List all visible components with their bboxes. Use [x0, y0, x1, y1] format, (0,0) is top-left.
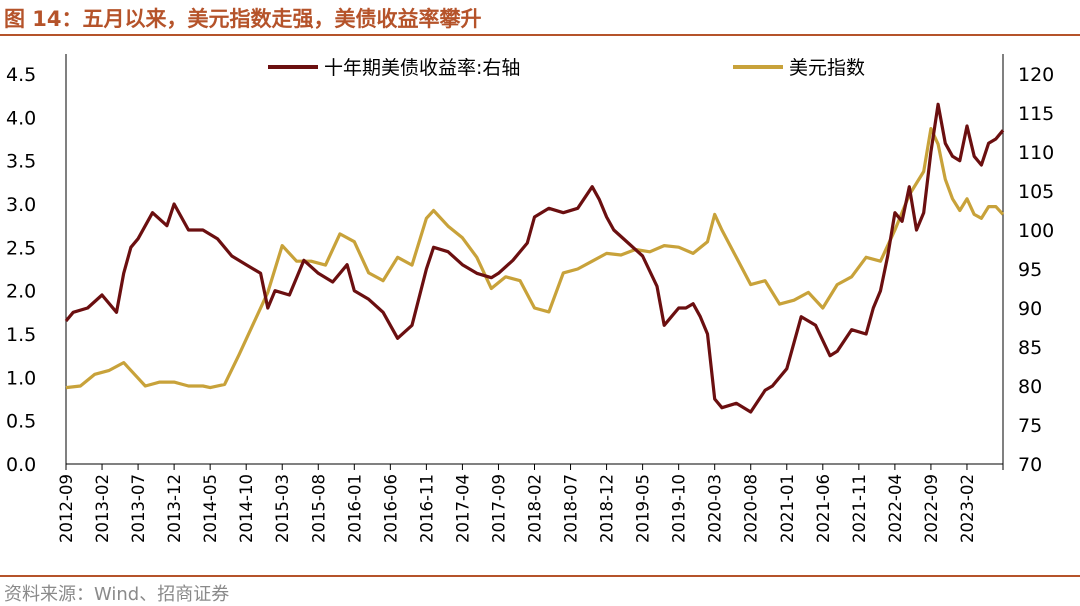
- left-tick-label: 2.0: [6, 281, 36, 303]
- x-tick-label: 2023-02: [958, 474, 977, 543]
- legend-label: 十年期美债收益率:右轴: [324, 57, 520, 79]
- x-tick-label: 2019-10: [670, 474, 689, 543]
- x-tick-label: 2017-09: [489, 474, 508, 543]
- x-tick-label: 2022-09: [922, 474, 941, 543]
- title-rule: [0, 34, 1080, 36]
- x-tick-label: 2021-06: [814, 474, 833, 543]
- x-tick-label: 2021-01: [778, 474, 797, 543]
- chart-axes: [65, 54, 1004, 465]
- right-tick-label: 115: [1018, 103, 1054, 125]
- legend-label: 美元指数: [789, 57, 865, 79]
- dollar-index-line: [65, 126, 1005, 390]
- left-tick-label: 0.5: [6, 411, 36, 433]
- x-tick-label: 2016-01: [345, 474, 364, 543]
- x-tick-label: 2018-02: [526, 474, 545, 543]
- right-tick-label: 85: [1018, 337, 1042, 359]
- right-tick-label: 80: [1018, 376, 1042, 398]
- treasury-yield-line: [64, 102, 1005, 414]
- x-tick-label: 2020-08: [742, 474, 761, 543]
- right-tick-label: 105: [1018, 181, 1054, 203]
- x-tick-label: 2014-05: [201, 474, 220, 543]
- left-tick-label: 1.0: [6, 367, 36, 389]
- chart-title: 图 14：五月以来，美元指数走强，美债收益率攀升: [4, 7, 482, 31]
- left-tick-label: 3.5: [6, 151, 36, 173]
- x-tick-label: 2012-09: [57, 474, 76, 543]
- x-tick-label: 2018-07: [562, 474, 581, 543]
- right-tick-label: 95: [1018, 259, 1042, 281]
- right-tick-label: 70: [1018, 454, 1042, 476]
- left-tick-label: 2.5: [6, 237, 36, 259]
- x-tick-label: 2013-12: [165, 474, 184, 543]
- x-tick-label: 2016-11: [417, 474, 436, 543]
- x-tick-label: 2018-12: [598, 474, 617, 543]
- x-tick-label: 2013-07: [129, 474, 148, 543]
- source-note: 资料来源：Wind、招商证券: [4, 584, 230, 605]
- footer-rule: [0, 575, 1080, 577]
- right-tick-label: 100: [1018, 220, 1054, 242]
- left-tick-label: 4.5: [6, 64, 36, 86]
- title-bar: 图 14：五月以来，美元指数走强，美债收益率攀升: [0, 0, 1080, 36]
- left-tick-label: 0.0: [6, 454, 36, 476]
- x-tick-label: 2014-10: [237, 474, 256, 543]
- right-tick-label: 90: [1018, 298, 1042, 320]
- left-tick-label: 4.0: [6, 107, 36, 129]
- left-axis-ticks: 0.0 0.5 1.0 1.5 2.0 2.5 3.0 3.5 4.0 4.5: [6, 64, 36, 476]
- right-axis-ticks: 70 75 80 85 90 95 100 105 110 115 120: [1018, 64, 1054, 476]
- left-tick-label: 3.0: [6, 194, 36, 216]
- x-tick-label: 2015-08: [309, 474, 328, 543]
- right-tick-label: 120: [1018, 64, 1054, 86]
- left-tick-label: 1.5: [6, 324, 36, 346]
- x-tick-label: 2015-03: [273, 474, 292, 543]
- right-tick-label: 75: [1018, 415, 1042, 437]
- series-lines: [64, 102, 1005, 414]
- x-tick-label: 2020-03: [706, 474, 725, 543]
- x-axis-ticks: 2012-09 2013-02 2013-07 2013-12 2014-05 2014-…: [57, 464, 1004, 543]
- x-tick-label: 2013-02: [93, 474, 112, 543]
- x-tick-label: 2017-04: [453, 474, 472, 543]
- x-tick-label: 2021-11: [850, 474, 869, 543]
- line-chart: 0.0 0.5 1.0 1.5 2.0 2.5 3.0 3.5 4.0 4.5 70 75 80 85 9…: [6, 54, 1054, 543]
- x-tick-label: 2022-04: [886, 474, 905, 543]
- x-tick-label: 2016-06: [381, 474, 400, 543]
- right-tick-label: 110: [1018, 142, 1054, 164]
- legend: 十年期美债收益率:右轴 美元指数: [268, 57, 865, 79]
- x-tick-label: 2019-05: [634, 474, 653, 543]
